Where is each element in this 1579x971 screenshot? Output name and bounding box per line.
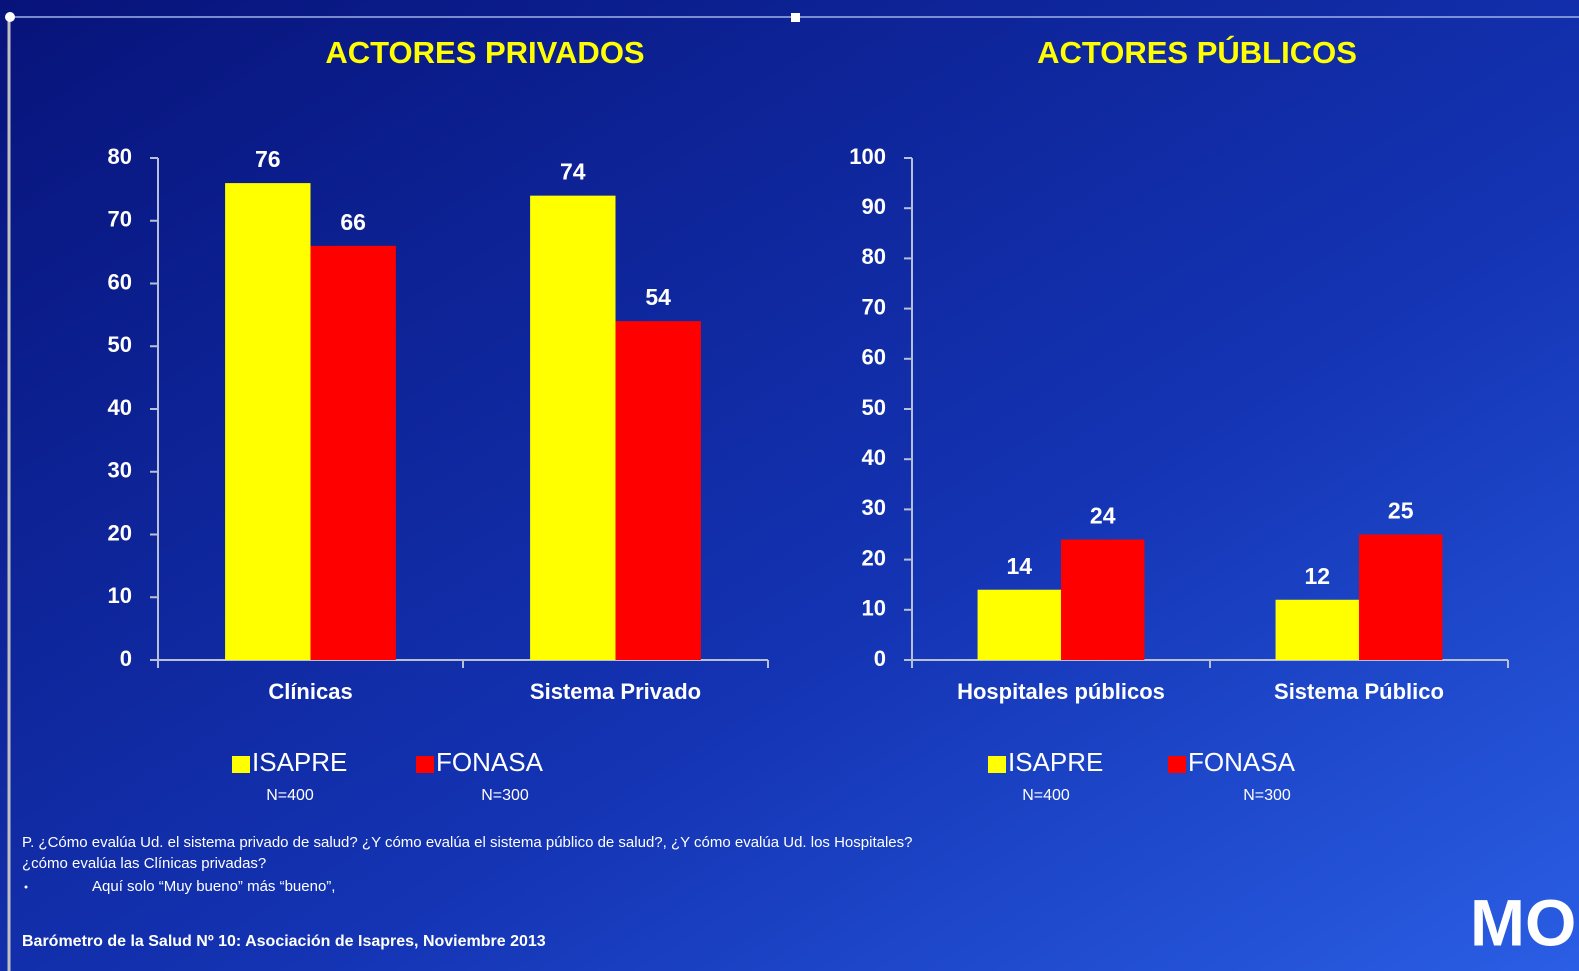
data-label: 76 xyxy=(255,146,281,172)
bar xyxy=(1359,534,1443,660)
handle xyxy=(791,13,800,22)
source: Barómetro de la Salud Nº 10: Asociación … xyxy=(22,933,546,950)
x-tick-label: Sistema Privado xyxy=(530,679,701,704)
bar xyxy=(977,589,1061,660)
legend-label: ISAPRE xyxy=(252,747,347,777)
x-tick-label: Sistema Público xyxy=(1274,679,1444,704)
y-tick-label: 20 xyxy=(108,520,132,545)
y-tick-label: 70 xyxy=(862,294,886,319)
y-tick-label: 20 xyxy=(862,545,886,570)
legend-swatch xyxy=(232,756,250,773)
y-tick-label: 100 xyxy=(849,144,886,169)
handle xyxy=(5,12,15,22)
bar xyxy=(1275,599,1359,660)
y-tick-label: 30 xyxy=(862,495,886,520)
y-tick-label: 0 xyxy=(874,646,886,671)
bar xyxy=(530,195,616,660)
y-tick-label: 0 xyxy=(120,646,132,671)
y-tick-label: 40 xyxy=(862,445,886,470)
y-tick-label: 10 xyxy=(862,596,886,621)
legend-sample: N=400 xyxy=(1022,787,1070,804)
y-tick-label: 60 xyxy=(862,345,886,370)
data-label: 14 xyxy=(1006,553,1032,579)
y-tick-label: 60 xyxy=(108,269,132,294)
bar xyxy=(310,245,396,660)
x-tick-label: Clínicas xyxy=(268,679,352,704)
data-label: 54 xyxy=(645,284,671,310)
bar xyxy=(615,321,701,660)
data-label: 66 xyxy=(340,209,366,235)
legend-label: FONASA xyxy=(1188,747,1296,777)
data-label: 12 xyxy=(1304,563,1330,589)
y-tick-label: 80 xyxy=(108,144,132,169)
x-tick-label: Hospitales públicos xyxy=(957,679,1165,704)
y-tick-label: 70 xyxy=(108,207,132,232)
logo: MORI xyxy=(1470,885,1579,959)
data-label: 74 xyxy=(560,159,586,185)
legend-swatch xyxy=(988,756,1006,773)
bar xyxy=(225,183,311,660)
data-label: 25 xyxy=(1388,498,1414,524)
note: Aquí solo “Muy bueno” más “bueno”, xyxy=(92,878,335,895)
legend-label: FONASA xyxy=(436,747,544,777)
y-tick-label: 80 xyxy=(862,244,886,269)
y-tick-label: 10 xyxy=(108,583,132,608)
y-tick-label: 30 xyxy=(108,458,132,483)
legend-swatch xyxy=(1168,756,1186,773)
chart-title: ACTORES PÚBLICOS xyxy=(1037,34,1357,70)
legend-sample: N=400 xyxy=(266,787,314,804)
legend-sample: N=300 xyxy=(1243,787,1291,804)
y-tick-label: 50 xyxy=(108,332,132,357)
y-tick-label: 40 xyxy=(108,395,132,420)
bullet xyxy=(24,885,28,889)
data-label: 24 xyxy=(1090,503,1116,529)
bar xyxy=(1061,539,1145,660)
chart-title: ACTORES PRIVADOS xyxy=(325,35,644,70)
note: P. ¿Cómo evalúa Ud. el sistema privado d… xyxy=(22,834,912,851)
y-tick-label: 90 xyxy=(862,194,886,219)
note: ¿cómo evalúa las Clínicas privadas? xyxy=(22,855,266,872)
y-tick-label: 50 xyxy=(862,395,886,420)
legend-swatch xyxy=(416,756,434,773)
legend-label: ISAPRE xyxy=(1008,747,1103,777)
legend-sample: N=300 xyxy=(481,787,529,804)
